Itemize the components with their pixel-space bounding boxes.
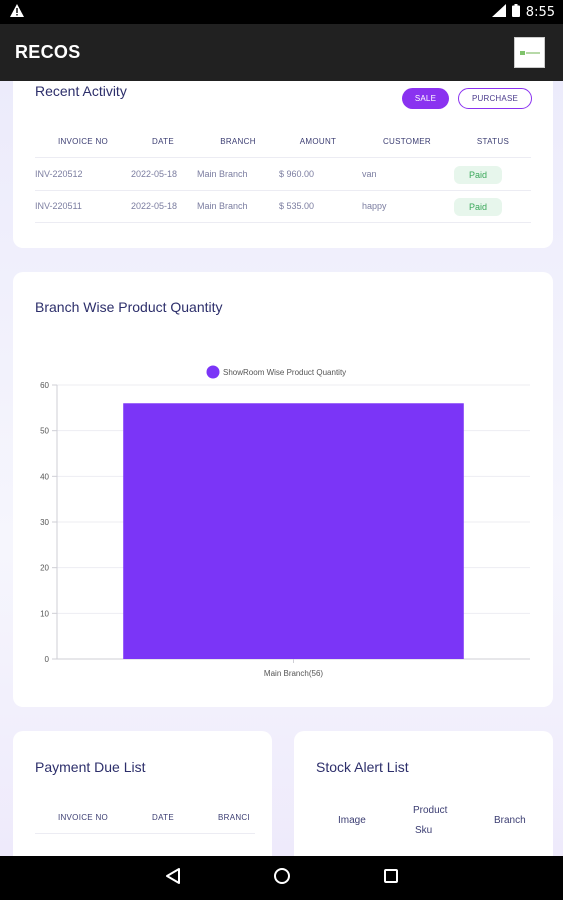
column-header: DATE	[152, 137, 174, 146]
back-icon[interactable]	[165, 867, 181, 890]
recents-icon[interactable]	[383, 868, 399, 889]
y-tick-label: 50	[40, 427, 49, 436]
branch-cell: Main Branch	[197, 169, 248, 179]
branch-chart-title: Branch Wise Product Quantity	[35, 299, 223, 315]
status-badge: Paid	[454, 166, 502, 184]
date-cell: 2022-05-18	[131, 169, 178, 179]
date-cell: 2022-05-18	[131, 201, 178, 211]
y-tick-label: 30	[40, 518, 49, 527]
home-icon[interactable]	[273, 867, 291, 890]
branch-chart-card: Branch Wise Product Quantity 0 10 20 30 40 50…	[13, 272, 553, 707]
dashboard-content[interactable]: Recent Activity SALE PURCHASE INVOICE NO…	[0, 81, 563, 856]
bar	[123, 403, 464, 659]
navigation-bar	[0, 856, 563, 900]
row-divider	[35, 833, 255, 834]
column-header: Branch	[494, 815, 526, 826]
recent-activity-title: Recent Activity	[35, 83, 127, 99]
column-header: Product	[413, 805, 448, 816]
status-badge: Paid	[454, 198, 502, 216]
amount-cell: $ 535.00	[279, 201, 315, 211]
column-header: Image	[338, 815, 366, 826]
stock-alert-title: Stock Alert List	[316, 759, 409, 775]
status-bar: 8:55	[0, 0, 563, 24]
profile-avatar[interactable]	[514, 37, 545, 68]
recent-activity-card: Recent Activity SALE PURCHASE INVOICE NO…	[13, 81, 553, 248]
column-header: INVOICE NO	[57, 137, 109, 146]
row-divider	[35, 157, 531, 158]
clock: 8:55	[525, 4, 555, 20]
app-title: RECOS	[15, 42, 81, 62]
column-header: BRANCI	[217, 813, 251, 822]
payment-due-card: Payment Due List INVOICE NO DATE BRANCI	[13, 731, 272, 856]
branch-quantity-chart: 0 10 20 30 40 50 60 Main Branch(56) ShowRoom Wis…	[40, 365, 530, 678]
column-header: DATE	[152, 813, 174, 822]
sale-tab[interactable]: SALE	[402, 88, 449, 109]
y-tick-label: 20	[40, 564, 49, 573]
y-tick-label: 40	[40, 472, 49, 481]
stock-alert-card: Stock Alert List Image Product Sku Branc…	[294, 731, 553, 856]
customer-cell: happy	[362, 201, 387, 211]
invoice-cell: INV-220512	[35, 169, 83, 179]
invoice-cell: INV-220511	[35, 201, 82, 211]
column-header: STATUS	[476, 137, 510, 146]
customer-cell: van	[362, 169, 377, 179]
column-header: INVOICE NO	[57, 813, 109, 822]
payment-due-title: Payment Due List	[35, 759, 146, 775]
legend-label: ShowRoom Wise Product Quantity	[223, 368, 346, 377]
y-tick-label: 10	[40, 609, 49, 618]
y-tick-label: 0	[45, 655, 50, 664]
warning-icon	[10, 4, 24, 20]
row-divider	[35, 222, 531, 223]
app-bar: RECOS	[0, 24, 563, 81]
amount-cell: $ 960.00	[279, 169, 315, 179]
y-tick-label: 60	[40, 381, 49, 390]
branch-cell: Main Branch	[197, 201, 248, 211]
row-divider	[35, 190, 531, 191]
logo-icon	[519, 44, 540, 62]
battery-icon	[511, 4, 520, 20]
x-tick-label: Main Branch(56)	[264, 669, 323, 678]
column-header: CUSTOMER	[382, 137, 432, 146]
column-header: Sku	[415, 825, 433, 836]
column-header: BRANCH	[220, 137, 256, 146]
column-header: AMOUNT	[299, 137, 337, 146]
purchase-tab[interactable]: PURCHASE	[458, 88, 532, 109]
signal-icon	[491, 4, 506, 20]
legend-swatch	[206, 365, 220, 379]
